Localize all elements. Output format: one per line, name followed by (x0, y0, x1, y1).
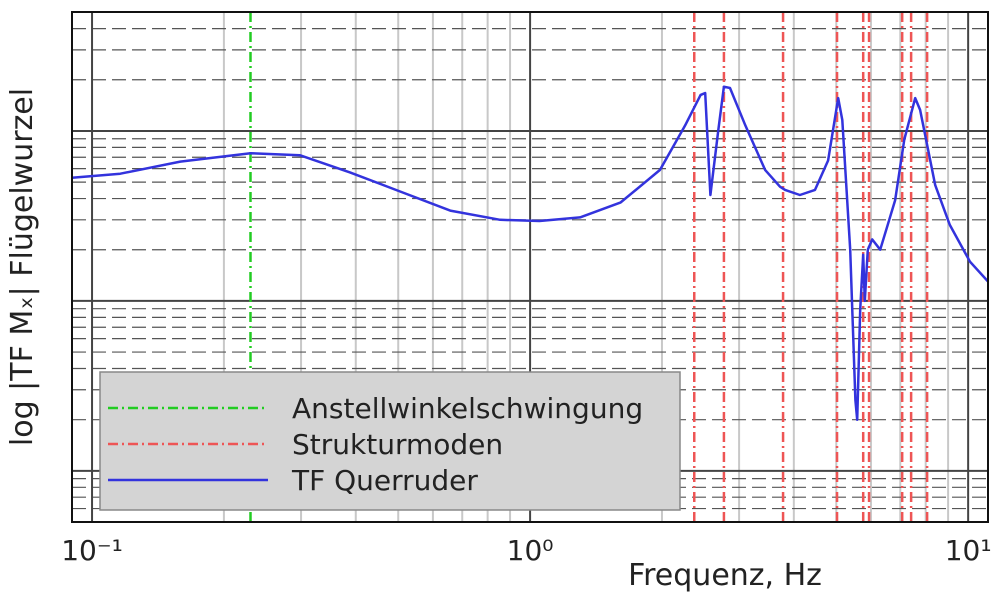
plot-frame (71, 11, 989, 523)
y-axis-label: log |TF Mₓ| Flügelwurzel (5, 88, 40, 446)
x-tick-label: 10¹ (945, 534, 992, 567)
data-line (71, 85, 989, 421)
legend-label: Strukturmoden (292, 428, 503, 461)
x-tick-label: 10⁻¹ (61, 534, 123, 567)
legend-label: Anstellwinkelschwingung (292, 392, 643, 425)
x-tick-label: 10⁰ (507, 534, 554, 567)
legend-label: TF Querruder (291, 464, 478, 497)
legend-box (99, 371, 681, 511)
x-axis-label: Frequenz, Hz (628, 558, 822, 593)
